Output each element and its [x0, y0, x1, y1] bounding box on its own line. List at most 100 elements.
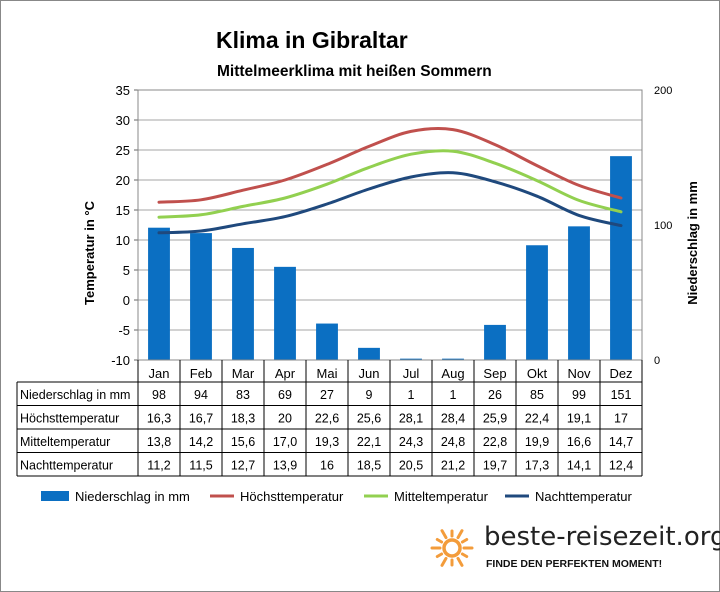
- mean-temp-line: [157, 149, 623, 219]
- legend: Niederschlag in mm Höchsttemperatur Mittel…: [41, 489, 632, 504]
- category-label: Jul: [403, 366, 420, 381]
- table-cell: 21,2: [441, 459, 465, 473]
- category-label: Mar: [232, 366, 255, 381]
- y-left-tick-label: -5: [118, 323, 130, 338]
- y-left-tick-label: 15: [116, 203, 130, 218]
- temperature-lines: [157, 126, 623, 235]
- table-cell: 16,6: [567, 435, 591, 449]
- precipitation-bar: [358, 347, 380, 360]
- chart-title: Klima in Gibraltar: [216, 27, 408, 53]
- y-axis-right-label: Niederschlag in mm: [685, 181, 700, 305]
- table-row-label: Höchsttemperatur: [20, 412, 119, 426]
- table-cell: 9: [366, 388, 373, 402]
- legend-swatch-precipitation: [41, 491, 69, 501]
- y-right-tick-label: 100: [654, 220, 672, 232]
- table-cell: 16,3: [147, 412, 171, 426]
- table-cell: 17: [614, 412, 628, 426]
- plot-border: [137, 89, 643, 361]
- category-label: Jun: [359, 366, 380, 381]
- precipitation-bar: [526, 245, 548, 360]
- table-cell: 151: [611, 388, 632, 402]
- table-cell: 18,5: [357, 459, 381, 473]
- y-left-tick-label: 20: [116, 173, 130, 188]
- table-cell: 20: [278, 412, 292, 426]
- y-left-tick-label: 25: [116, 143, 130, 158]
- category-label: Aug: [441, 366, 464, 381]
- brand-slogan: FINDE DEN PERFEKTEN MOMENT!: [486, 558, 663, 570]
- y-right-tick-label: 200: [654, 85, 672, 97]
- sun-ray: [435, 538, 444, 544]
- category-label: Dez: [609, 366, 632, 381]
- y-left-tick-label: 5: [123, 263, 130, 278]
- table-cell: 11,5: [189, 459, 212, 473]
- precipitation-bar: [190, 233, 212, 360]
- table-cell: 22,8: [483, 435, 507, 449]
- y-left-tick-label: 30: [116, 113, 130, 128]
- table-cell: 69: [278, 388, 292, 402]
- sun-ray: [435, 552, 444, 558]
- precipitation-bar: [232, 247, 254, 360]
- table-cell: 83: [236, 388, 250, 402]
- table-cell: 26: [488, 388, 502, 402]
- table-cell: 25,9: [483, 412, 507, 426]
- table-row-label: Mitteltemperatur: [20, 435, 110, 449]
- axes: 35 30 25 20 15 10 5 0 -5 -10 200 100 0: [111, 83, 672, 368]
- sun-ray: [456, 529, 464, 540]
- table-cell: 27: [320, 388, 334, 402]
- precipitation-bar: [442, 358, 464, 360]
- table-cell: 16,7: [189, 412, 213, 426]
- y-left-tick-label: 0: [123, 293, 130, 308]
- table-cell: 1: [450, 388, 457, 402]
- table-cell: 19,1: [567, 412, 591, 426]
- table-cell: 13,9: [273, 459, 297, 473]
- precipitation-bar: [274, 266, 296, 360]
- category-label: Jan: [149, 366, 170, 381]
- table-cell: 94: [194, 388, 208, 402]
- precipitation-bar: [568, 226, 590, 360]
- table-cell: 14,1: [567, 459, 591, 473]
- brand-site-name: beste-reisezeit.org: [484, 522, 720, 552]
- chart-subtitle: Mittelmeerklima mit heißen Sommern: [217, 63, 492, 80]
- table-cell: 1: [408, 388, 415, 402]
- precipitation-bars: [148, 156, 632, 360]
- table-cell: 16: [320, 459, 334, 473]
- precipitation-bar: [316, 323, 338, 360]
- table-row-label: Niederschlag in mm: [20, 388, 130, 402]
- table-cell: 20,5: [399, 459, 423, 473]
- table-row-label: Nachttemperatur: [20, 459, 113, 473]
- table-cell: 19,7: [483, 459, 507, 473]
- table-cell: 18,3: [231, 412, 255, 426]
- category-label: Feb: [190, 366, 212, 381]
- sun-ray: [456, 556, 464, 567]
- y-left-tick-label: -10: [111, 353, 130, 368]
- table-cell: 12,4: [609, 459, 633, 473]
- table-cell: 19,9: [525, 435, 549, 449]
- table-cell: 22,1: [357, 435, 381, 449]
- table-cell: 12,7: [231, 459, 255, 473]
- legend-label: Höchsttemperatur: [240, 489, 344, 504]
- y-left-tick-label: 35: [116, 83, 130, 98]
- table-cell: 14,2: [189, 435, 213, 449]
- legend-label: Niederschlag in mm: [75, 489, 190, 504]
- table-cell: 15,6: [231, 435, 255, 449]
- category-label: Apr: [275, 366, 296, 381]
- sun-icon: [430, 529, 474, 567]
- table-cell: 98: [152, 388, 166, 402]
- category-label: Nov: [567, 366, 591, 381]
- sun-ray: [440, 556, 448, 567]
- table-cell: 99: [572, 388, 586, 402]
- table-cell: 14,7: [609, 435, 633, 449]
- table-cell: 24,3: [399, 435, 423, 449]
- legend-label: Mitteltemperatur: [394, 489, 489, 504]
- sun-ray: [440, 529, 448, 540]
- table-cell: 24,8: [441, 435, 465, 449]
- table-cell: 13,8: [147, 435, 171, 449]
- table-cell: 19,3: [315, 435, 339, 449]
- night-temp-line: [157, 171, 623, 235]
- category-label: Okt: [527, 366, 548, 381]
- table-cell: 11,2: [147, 459, 170, 473]
- category-label: Sep: [483, 366, 506, 381]
- legend-label: Nachttemperatur: [535, 489, 632, 504]
